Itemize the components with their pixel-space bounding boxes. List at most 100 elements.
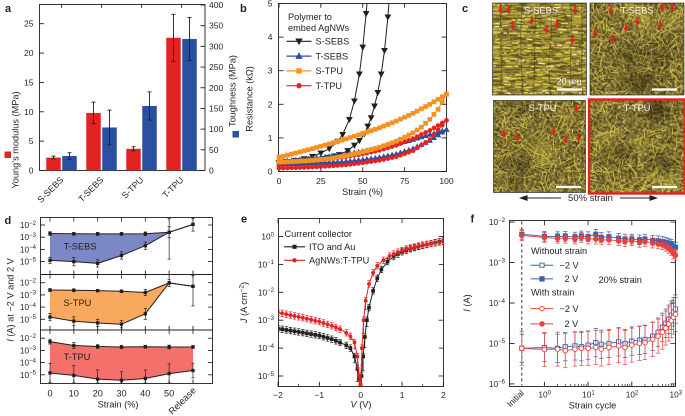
svg-text:0: 0: [268, 167, 273, 177]
svg-text:400: 400: [209, 0, 223, 10]
svg-text:Young’s modulus (MPa): Young’s modulus (MPa): [11, 91, 21, 188]
svg-text:e: e: [241, 214, 247, 226]
svg-text:I (A): I (A): [462, 294, 472, 311]
svg-text:10−4: 10−4: [258, 343, 275, 353]
svg-text:10−5: 10−5: [20, 257, 37, 267]
svg-text:0: 0: [29, 166, 34, 176]
svg-text:−1: −1: [314, 390, 324, 400]
svg-text:50: 50: [164, 389, 174, 399]
svg-text:350: 350: [209, 21, 223, 31]
svg-text:2 V: 2 V: [565, 319, 580, 329]
svg-text:Polymer to: Polymer to: [288, 12, 332, 22]
svg-text:1: 1: [400, 390, 405, 400]
svg-text:S-TPU: S-TPU: [64, 298, 92, 308]
svg-text:100: 100: [209, 124, 223, 134]
svg-text:3: 3: [268, 66, 273, 76]
svg-text:10−2: 10−2: [20, 333, 37, 343]
svg-text:1: 1: [268, 133, 273, 143]
svg-text:20% strain: 20% strain: [599, 275, 642, 285]
svg-text:10−2: 10−2: [20, 278, 37, 288]
svg-text:AgNWs:T-TPU: AgNWs:T-TPU: [309, 256, 369, 266]
svg-text:10−5: 10−5: [489, 338, 506, 348]
svg-text:300: 300: [209, 41, 223, 51]
svg-text:embed AgNWs: embed AgNWs: [288, 23, 350, 33]
svg-text:20: 20: [93, 389, 103, 399]
svg-text:10−3: 10−3: [20, 345, 37, 355]
svg-text:10−1: 10−1: [258, 259, 275, 269]
svg-text:ITO and Au: ITO and Au: [309, 242, 355, 252]
svg-text:200: 200: [209, 83, 223, 93]
svg-text:Without strain: Without strain: [531, 246, 587, 256]
svg-text:10−5: 10−5: [20, 314, 37, 324]
svg-text:20: 20: [24, 48, 34, 58]
svg-text:T-TPU: T-TPU: [316, 81, 343, 91]
svg-text:10−4: 10−4: [20, 244, 37, 254]
svg-text:f: f: [471, 214, 475, 226]
svg-text:50% strain: 50% strain: [568, 193, 613, 204]
svg-text:−2 V: −2 V: [560, 260, 580, 270]
svg-text:V (V): V (V): [351, 400, 372, 410]
svg-text:20 µm: 20 µm: [557, 77, 582, 87]
svg-text:d: d: [5, 215, 12, 227]
svg-text:10: 10: [69, 389, 79, 399]
svg-text:S-SEBS: S-SEBS: [316, 37, 350, 47]
svg-text:10−3: 10−3: [258, 315, 275, 325]
svg-text:150: 150: [209, 103, 223, 113]
svg-text:50: 50: [209, 145, 219, 155]
svg-text:Toughness (MPa): Toughness (MPa): [228, 55, 238, 127]
svg-text:T-SEBS: T-SEBS: [64, 242, 97, 252]
svg-text:J (A cm−2): J (A cm−2): [239, 282, 250, 324]
svg-text:25: 25: [316, 176, 326, 186]
svg-text:100: 100: [261, 232, 274, 242]
svg-text:10−2: 10−2: [20, 220, 37, 230]
svg-text:−2: −2: [273, 390, 283, 400]
svg-text:75: 75: [400, 176, 410, 186]
svg-text:−2 V: −2 V: [560, 304, 580, 314]
svg-text:10−5: 10−5: [258, 371, 275, 381]
svg-text:2: 2: [268, 99, 273, 109]
svg-text:10−2: 10−2: [258, 287, 275, 297]
svg-text:102: 102: [626, 390, 639, 400]
svg-text:10−6: 10−6: [489, 379, 506, 389]
svg-text:T-TPU: T-TPU: [64, 352, 91, 362]
svg-text:With strain: With strain: [531, 288, 574, 298]
svg-text:10: 10: [24, 107, 34, 117]
svg-text:I (A) at −2 V and 2 V: I (A) at −2 V and 2 V: [6, 257, 16, 341]
svg-text:5: 5: [29, 136, 34, 146]
svg-text:b: b: [240, 3, 247, 15]
svg-text:100: 100: [439, 176, 453, 186]
svg-text:Strain cycle: Strain cycle: [569, 401, 617, 411]
svg-text:10−3: 10−3: [20, 290, 37, 300]
svg-text:10−3: 10−3: [489, 258, 506, 268]
svg-text:25: 25: [24, 19, 34, 29]
svg-text:T-TPU: T-TPU: [624, 103, 651, 113]
svg-text:Current collector: Current collector: [285, 229, 352, 239]
svg-text:S-SEBS: S-SEBS: [524, 6, 558, 16]
svg-text:4: 4: [268, 32, 273, 42]
svg-text:250: 250: [209, 62, 223, 72]
svg-text:10−4: 10−4: [20, 302, 37, 312]
svg-text:2: 2: [441, 390, 446, 400]
svg-text:10−4: 10−4: [20, 358, 37, 368]
svg-text:2 V: 2 V: [565, 274, 580, 284]
svg-text:S-TPU: S-TPU: [529, 103, 557, 113]
svg-text:103: 103: [670, 390, 683, 400]
svg-text:10−5: 10−5: [20, 370, 37, 380]
svg-text:S-TPU: S-TPU: [316, 66, 344, 76]
svg-text:50: 50: [358, 176, 368, 186]
svg-text:10−2: 10−2: [489, 217, 506, 227]
svg-text:101: 101: [582, 390, 595, 400]
svg-text:10−4: 10−4: [489, 298, 506, 308]
svg-text:a: a: [5, 3, 12, 15]
svg-text:5: 5: [268, 0, 273, 9]
svg-text:c: c: [462, 3, 468, 15]
svg-text:0: 0: [358, 390, 363, 400]
svg-text:Strain (%): Strain (%): [342, 187, 383, 197]
svg-text:30: 30: [116, 389, 126, 399]
svg-text:10−3: 10−3: [20, 232, 37, 242]
svg-text:T-SEBS: T-SEBS: [316, 51, 349, 61]
svg-text:15: 15: [24, 77, 34, 87]
svg-text:100: 100: [538, 390, 551, 400]
svg-text:0: 0: [209, 166, 214, 176]
svg-text:Resistance (kΩ): Resistance (kΩ): [245, 66, 255, 132]
